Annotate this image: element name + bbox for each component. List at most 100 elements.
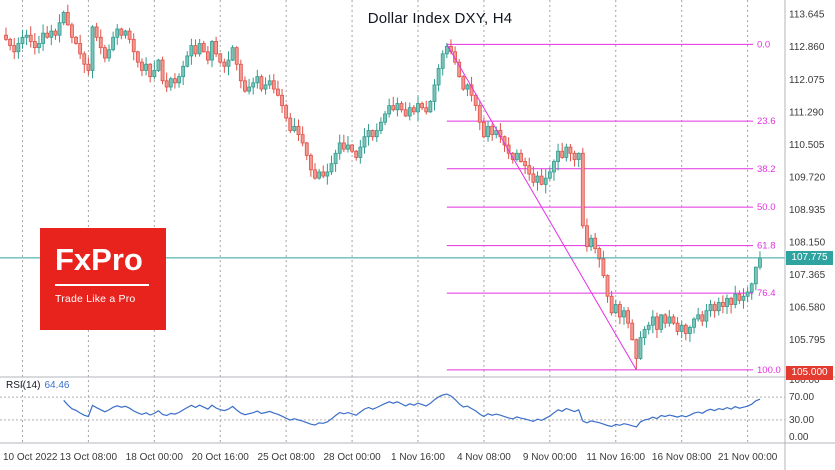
candle: [8, 38, 13, 46]
candle: [210, 41, 214, 61]
candle: [131, 38, 136, 53]
candle: [403, 109, 408, 117]
candle: [420, 103, 425, 109]
fib-level-label: 50.0: [757, 202, 776, 213]
candle: [140, 61, 144, 71]
candle: [296, 125, 301, 136]
candle: [57, 22, 62, 36]
candle: [720, 302, 725, 307]
candle: [564, 146, 569, 158]
candle: [605, 275, 610, 297]
candle: [218, 53, 223, 63]
candle: [675, 322, 680, 332]
candle: [428, 101, 433, 113]
candle: [135, 51, 140, 63]
time-axis-label: 28 Oct 00:00: [323, 452, 381, 463]
candle: [601, 258, 606, 276]
candle: [576, 152, 581, 160]
candle: [613, 304, 618, 314]
candle: [341, 142, 346, 150]
candle: [482, 121, 486, 138]
candle: [539, 175, 544, 185]
candle: [457, 61, 462, 78]
candle: [321, 171, 326, 177]
candle: [712, 304, 717, 312]
candle: [391, 105, 396, 111]
price-tick-label: 113.645: [789, 10, 825, 21]
candle: [514, 152, 519, 160]
candle: [473, 94, 478, 107]
candle: [506, 144, 511, 154]
candle: [243, 80, 247, 92]
candle: [609, 295, 614, 314]
rsi-value: 64.46: [44, 380, 70, 391]
candle: [552, 161, 556, 173]
price-tick-label: 106.580: [789, 302, 826, 313]
candle: [53, 30, 58, 36]
alert-price-tag[interactable]: 105.000: [786, 365, 833, 380]
candle: [255, 76, 260, 84]
candle: [152, 70, 157, 78]
time-axis-label: 21 Nov 00:00: [718, 452, 778, 463]
candle: [82, 53, 87, 65]
candle: [102, 47, 107, 59]
candle: [86, 63, 91, 71]
price-tick-label: 112.075: [789, 75, 825, 86]
trendline[interactable]: [446, 44, 637, 371]
rsi-indicator-label: RSI(14) 64.46: [6, 380, 69, 391]
candle: [325, 171, 330, 177]
candle: [304, 142, 309, 156]
candle: [111, 36, 116, 51]
candle: [543, 177, 548, 185]
candle: [580, 152, 585, 227]
candle: [679, 324, 684, 332]
candle: [741, 295, 746, 301]
candle: [74, 36, 78, 44]
rsi-line: [63, 393, 761, 428]
candle: [556, 150, 560, 162]
fxpro-watermark: FxPro Trade Like a Pro: [40, 228, 166, 330]
price-tick-label: 109.720: [789, 172, 826, 183]
candle: [696, 314, 701, 320]
candle: [49, 30, 54, 38]
current-price-tag: 107.775: [786, 250, 833, 265]
candle: [119, 28, 124, 36]
candle: [638, 337, 643, 359]
candle: [589, 237, 593, 247]
candle: [292, 125, 297, 131]
candle: [461, 76, 466, 90]
candle: [148, 63, 153, 78]
candle: [181, 65, 186, 78]
candle: [465, 84, 470, 90]
candle: [90, 26, 95, 71]
candle: [173, 78, 177, 84]
rsi-tick-label: 30.00: [789, 415, 814, 426]
candle: [440, 53, 445, 69]
candle: [201, 43, 206, 53]
candle: [374, 130, 379, 138]
candle: [753, 266, 758, 285]
price-tick-label: 105.795: [789, 335, 826, 346]
candle: [317, 171, 322, 179]
candle: [708, 304, 713, 312]
candle: [704, 310, 709, 322]
candle: [486, 125, 490, 138]
candle: [626, 310, 631, 324]
time-axis-label: 16 Nov 08:00: [652, 452, 712, 463]
fib-level-label: 0.0: [757, 39, 770, 50]
candle: [230, 47, 235, 61]
candle: [407, 107, 412, 117]
candle: [193, 45, 198, 55]
candle: [45, 32, 50, 38]
candle: [663, 314, 668, 324]
candle: [185, 55, 190, 67]
candle: [416, 103, 420, 113]
candle: [490, 125, 495, 136]
candle: [78, 43, 83, 55]
price-tick-label: 112.860: [789, 42, 825, 53]
candle: [329, 163, 334, 173]
price-tick-label: 107.365: [789, 270, 826, 281]
candle: [4, 34, 8, 40]
